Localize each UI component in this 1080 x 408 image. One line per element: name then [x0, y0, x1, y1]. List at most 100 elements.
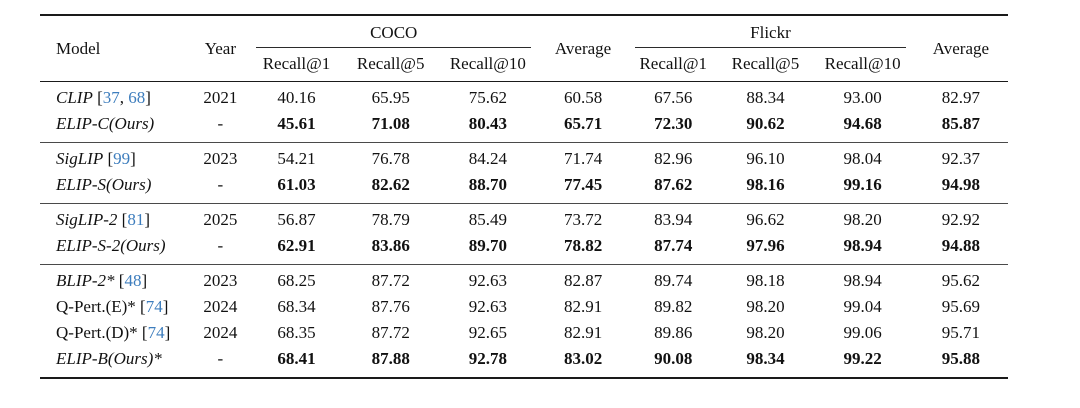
year-cell: -	[217, 349, 224, 368]
table-block: CLIP [37, 68] 2021 40.16 65.95 75.62 60.58 67.…	[40, 82, 1008, 143]
value-cell: 95.69	[941, 297, 980, 316]
value-cell: 82.62	[371, 175, 410, 194]
header-row-subcolumns: Recall@1 Recall@5 Recall@10 Recall@1 Rec…	[40, 48, 1008, 82]
model-name: ELIP-C(Ours)	[56, 114, 155, 133]
value-cell: 99.04	[843, 297, 882, 316]
value-cell: 82.91	[563, 297, 603, 316]
table-row: SigLIP [99] 2023 54.21 76.78 84.24 71.74 82.96…	[40, 143, 1008, 173]
value-cell: 89.86	[654, 323, 693, 342]
col-header-coco-recall10: Recall@10	[449, 54, 526, 73]
coco-group-underline: COCO	[256, 16, 531, 48]
value-cell: 67.56	[654, 88, 693, 107]
model-cell: ELIP-S-2(Ours)	[40, 233, 192, 265]
value-cell: 82.91	[563, 323, 603, 342]
year-cell: 2021	[203, 88, 238, 107]
value-cell: 83.86	[371, 236, 410, 255]
value-cell: 78.79	[371, 210, 410, 229]
value-cell: 92.92	[941, 210, 980, 229]
table-row: Q-Pert.(E)* [74] 2024 68.34 87.76 92.63 82.91…	[40, 294, 1008, 320]
table-block: BLIP-2* [48] 2023 68.25 87.72 92.63 82.87 89.7…	[40, 264, 1008, 379]
col-header-flickr-recall10: Recall@10	[824, 54, 901, 73]
year-cell: -	[217, 236, 224, 255]
table-block: SigLIP [99] 2023 54.21 76.78 84.24 71.74 82.96…	[40, 142, 1008, 204]
table-block: SigLIP-2 [81] 2025 56.87 78.79 85.49 73.72 83.…	[40, 203, 1008, 265]
value-cell: 72.30	[654, 114, 693, 133]
value-cell: 87.72	[371, 271, 410, 290]
citation-link[interactable]: 68	[128, 88, 146, 107]
value-cell: 88.34	[746, 88, 785, 107]
col-header-average-coco: Average	[554, 38, 612, 58]
value-cell: 89.82	[654, 297, 693, 316]
value-cell: 92.65	[468, 323, 507, 342]
value-cell: 92.63	[468, 297, 507, 316]
table-row: SigLIP-2 [81] 2025 56.87 78.79 85.49 73.72 83.…	[40, 204, 1008, 234]
value-cell: 78.82	[563, 236, 603, 255]
col-header-model: Model	[56, 38, 101, 58]
citation-ref: [37, 68]	[92, 88, 151, 107]
value-cell: 89.70	[468, 236, 507, 255]
model-name: CLIP	[56, 88, 93, 107]
value-cell: 98.20	[746, 323, 785, 342]
value-cell: 61.03	[277, 175, 316, 194]
model-name: Q-Pert.(E)*	[56, 297, 136, 316]
value-cell: 98.20	[746, 297, 785, 316]
year-cell: 2023	[203, 149, 238, 168]
value-cell: 87.88	[371, 349, 410, 368]
value-cell: 80.43	[468, 114, 507, 133]
value-cell: 62.91	[277, 236, 316, 255]
value-cell: 95.71	[941, 323, 980, 342]
model-cell: Q-Pert.(E)* [74]	[40, 294, 192, 320]
citation-link[interactable]: 74	[145, 297, 163, 316]
model-name: SigLIP-2	[56, 210, 118, 229]
value-cell: 75.62	[468, 88, 507, 107]
group-label-flickr: Flickr	[750, 23, 791, 42]
value-cell: 87.72	[371, 323, 410, 342]
citation-link[interactable]: 81	[127, 210, 145, 229]
value-cell: 87.74	[654, 236, 693, 255]
model-cell: SigLIP-2 [81]	[40, 204, 192, 234]
year-cell: -	[217, 175, 224, 194]
citation-ref: [74]	[135, 297, 169, 316]
model-cell: BLIP-2* [48]	[40, 265, 192, 295]
citation-link[interactable]: 48	[124, 271, 142, 290]
model-cell: ELIP-S(Ours)	[40, 172, 192, 204]
model-name: ELIP-S-2(Ours)	[56, 236, 166, 255]
model-cell: Q-Pert.(D)* [74]	[40, 320, 192, 346]
table-row: BLIP-2* [48] 2023 68.25 87.72 92.63 82.87 89.7…	[40, 265, 1008, 295]
value-cell: 71.74	[563, 149, 603, 168]
col-header-flickr-recall5: Recall@5	[731, 54, 800, 73]
value-cell: 45.61	[277, 114, 316, 133]
model-name: BLIP-2*	[56, 271, 115, 290]
table-row: CLIP [37, 68] 2021 40.16 65.95 75.62 60.58 67.…	[40, 82, 1008, 112]
model-name: ELIP-S(Ours)	[56, 175, 152, 194]
citation-link[interactable]: 37	[102, 88, 120, 107]
citation-ref: [74]	[137, 323, 171, 342]
value-cell: 83.94	[654, 210, 693, 229]
value-cell: 95.88	[941, 349, 980, 368]
value-cell: 90.62	[746, 114, 785, 133]
col-header-year: Year	[204, 38, 237, 58]
col-header-coco-recall5: Recall@5	[356, 54, 425, 73]
group-label-coco: COCO	[370, 23, 418, 42]
value-cell: 98.94	[843, 271, 882, 290]
value-cell: 82.87	[563, 271, 603, 290]
citation-link[interactable]: 99	[113, 149, 131, 168]
citation-ref: [99]	[103, 149, 136, 168]
value-cell: 82.96	[654, 149, 693, 168]
value-cell: 68.41	[277, 349, 316, 368]
value-cell: 56.87	[277, 210, 316, 229]
value-cell: 87.76	[371, 297, 410, 316]
value-cell: 98.04	[843, 149, 882, 168]
value-cell: 40.16	[277, 88, 316, 107]
value-cell: 88.70	[468, 175, 507, 194]
citation-link[interactable]: 74	[147, 323, 165, 342]
table-row: ELIP-C(Ours) - 45.61 71.08 80.43 65.71 72.30 90…	[40, 111, 1008, 143]
year-cell: 2025	[203, 210, 238, 229]
value-cell: 96.62	[746, 210, 785, 229]
value-cell: 65.71	[563, 114, 603, 133]
value-cell: 83.02	[563, 349, 603, 368]
value-cell: 76.78	[371, 149, 410, 168]
value-cell: 68.25	[277, 271, 316, 290]
value-cell: 97.96	[746, 236, 785, 255]
